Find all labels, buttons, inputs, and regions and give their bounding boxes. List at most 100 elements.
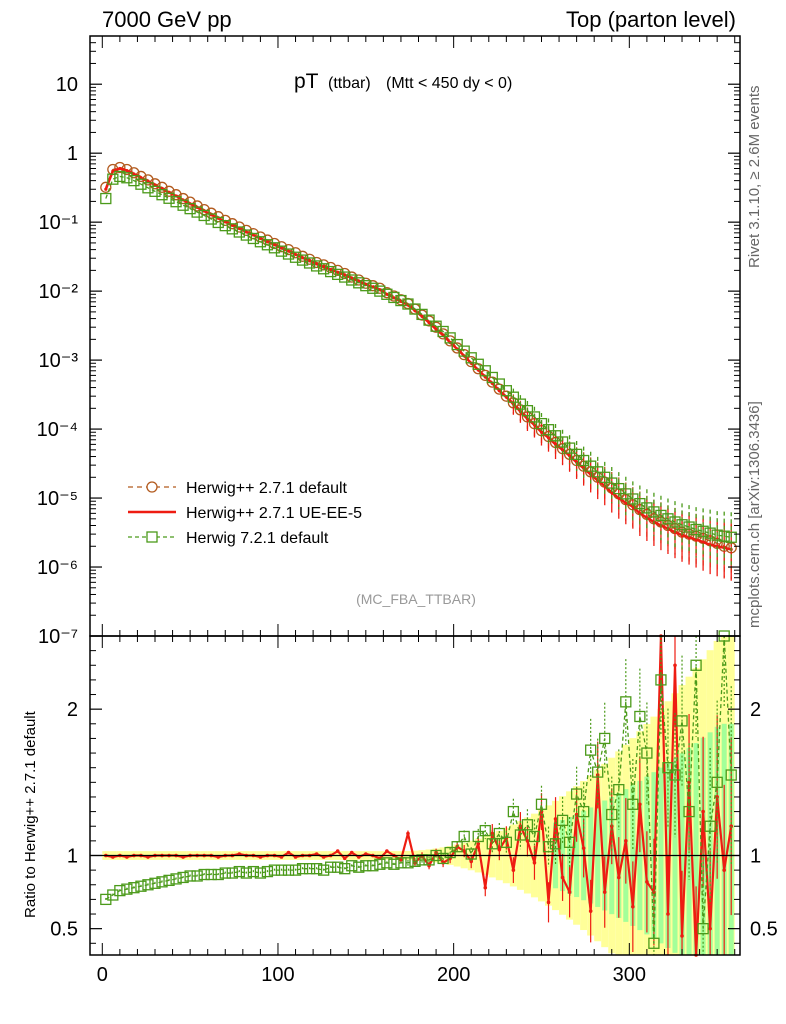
main-point-herwig7-default (711, 529, 723, 541)
main-point-ueee5 (258, 236, 263, 241)
ratio-point-herwig7 (317, 864, 330, 876)
main-point-herwig7-default (346, 274, 358, 286)
ratio-point-ueee5 (335, 849, 340, 853)
main-point-herwig7-default (100, 192, 112, 205)
ratio-point-herwig7 (669, 769, 681, 781)
main-point-herwig7-default (535, 417, 548, 430)
ratio-point-herwig7 (114, 884, 126, 897)
main-point-ueee5 (230, 223, 234, 227)
main-point-herwig7-default (465, 352, 477, 364)
ratio-point-ueee5 (581, 846, 586, 850)
main-point-herwig7-default (676, 519, 688, 531)
main-point-herwig7-default (275, 245, 288, 257)
ratio-point-herwig7 (662, 762, 674, 774)
main-point-herwig7-default (570, 448, 583, 461)
ratio-point-herwig7 (458, 830, 470, 843)
main-series-line (105, 166, 732, 549)
ratio-point-herwig7 (374, 858, 386, 870)
ratio-point-herwig7 (655, 674, 667, 686)
ratio-point-herwig7 (556, 814, 569, 827)
ratio-point-ueee5 (553, 817, 558, 821)
ratio-point-herwig7 (170, 873, 182, 885)
ratio-point-ueee5 (462, 849, 466, 853)
main-point-ueee5 (322, 265, 326, 269)
ratio-point-herwig7 (198, 868, 210, 881)
main-point-herwig7-default (542, 424, 555, 436)
main-point-herwig7-default (170, 196, 182, 208)
ratio-point-herwig7 (690, 659, 702, 671)
main-point-ueee5 (392, 296, 396, 300)
ratio-point-herwig7 (303, 863, 316, 875)
main-point-ueee5 (279, 246, 284, 250)
main-point-herwig7-default (339, 271, 351, 283)
ratio-point-herwig7 (128, 882, 140, 894)
ratio-x-tick-label: 200 (437, 964, 470, 986)
ratio-point-ueee5 (708, 926, 712, 931)
ratio-point-herwig7 (620, 696, 632, 708)
ratio-point-ueee5 (638, 802, 642, 807)
ratio-point-ueee5 (483, 885, 488, 890)
ratio-point-herwig7 (514, 829, 527, 841)
main-point-herwigpp-default (177, 192, 189, 205)
main-point-ueee5 (631, 505, 635, 509)
main-point-herwig7-default (395, 294, 407, 307)
ratio-point-herwig7 (606, 808, 618, 821)
ratio-point-herwig7 (542, 841, 555, 853)
ratio-point-herwig7 (282, 864, 295, 876)
main-y-tick-label: 10⁻⁶ (37, 557, 78, 579)
main-point-herwig7-default (486, 371, 498, 384)
main-point-herwig7-default (177, 199, 189, 211)
ratio-point-herwig7 (592, 766, 604, 778)
ratio-point-ueee5 (399, 858, 403, 862)
ratio-point-ueee5 (546, 900, 551, 905)
ratio-point-herwig7 (346, 860, 358, 872)
ratio-point-ueee5 (645, 880, 649, 884)
main-point-herwig7-default (261, 239, 274, 251)
main-point-ueee5 (694, 537, 698, 542)
main-point-herwig7-default (317, 263, 330, 275)
main-point-herwig7-default (634, 497, 646, 510)
main-point-herwig7-default (212, 216, 224, 229)
ratio-point-herwig7 (205, 868, 217, 881)
main-point-ueee5 (329, 268, 333, 272)
ratio-point-herwig7 (472, 830, 484, 843)
ratio-point-ueee5 (588, 909, 593, 913)
ratio-point-herwig7 (528, 830, 541, 843)
ratio-point-herwig7 (676, 715, 688, 727)
main-point-herwig7-default (289, 251, 302, 263)
ratio-point-herwig7 (395, 857, 407, 869)
main-point-herwig7-default (128, 174, 140, 187)
main-point-herwig7-default (233, 226, 245, 238)
ratio-x-tick-label: 0 (97, 964, 108, 986)
ratio-point-ueee5 (490, 831, 495, 836)
main-point-ueee5 (118, 166, 122, 171)
main-point-ueee5 (610, 490, 614, 495)
main-point-herwig7-default (374, 285, 386, 297)
main-point-herwig7-default (205, 213, 217, 225)
main-point-ueee5 (385, 292, 389, 296)
ratio-plot-frame (89, 635, 741, 956)
ratio-point-herwig7 (648, 937, 660, 949)
main-point-ueee5 (427, 320, 431, 325)
main-point-herwig7-default (268, 242, 281, 254)
ratio-band-green (679, 753, 685, 955)
ratio-point-herwig7 (634, 710, 646, 723)
ratio-point-ueee5 (666, 912, 670, 916)
main-point-ueee5 (434, 327, 438, 331)
ratio-point-herwig7 (353, 861, 365, 873)
ratio-point-herwig7 (486, 838, 498, 850)
main-point-herwig7-default (332, 268, 344, 281)
main-point-ueee5 (265, 240, 270, 244)
ratio-point-ueee5 (497, 847, 502, 852)
ratio-point-herwig7 (697, 923, 709, 935)
ratio-y-tick-label: 1 (67, 845, 78, 867)
ratio-point-herwig7 (156, 876, 168, 888)
main-point-herwig7-default (549, 430, 562, 442)
main-point-herwig7-default (528, 411, 541, 423)
ratio-point-herwig7 (402, 857, 414, 869)
main-point-herwig7-default (367, 282, 379, 294)
analysis-watermark: (MC_FBA_TTBAR) (356, 591, 476, 607)
ratio-point-herwig7 (275, 864, 288, 876)
main-point-ueee5 (272, 243, 277, 247)
